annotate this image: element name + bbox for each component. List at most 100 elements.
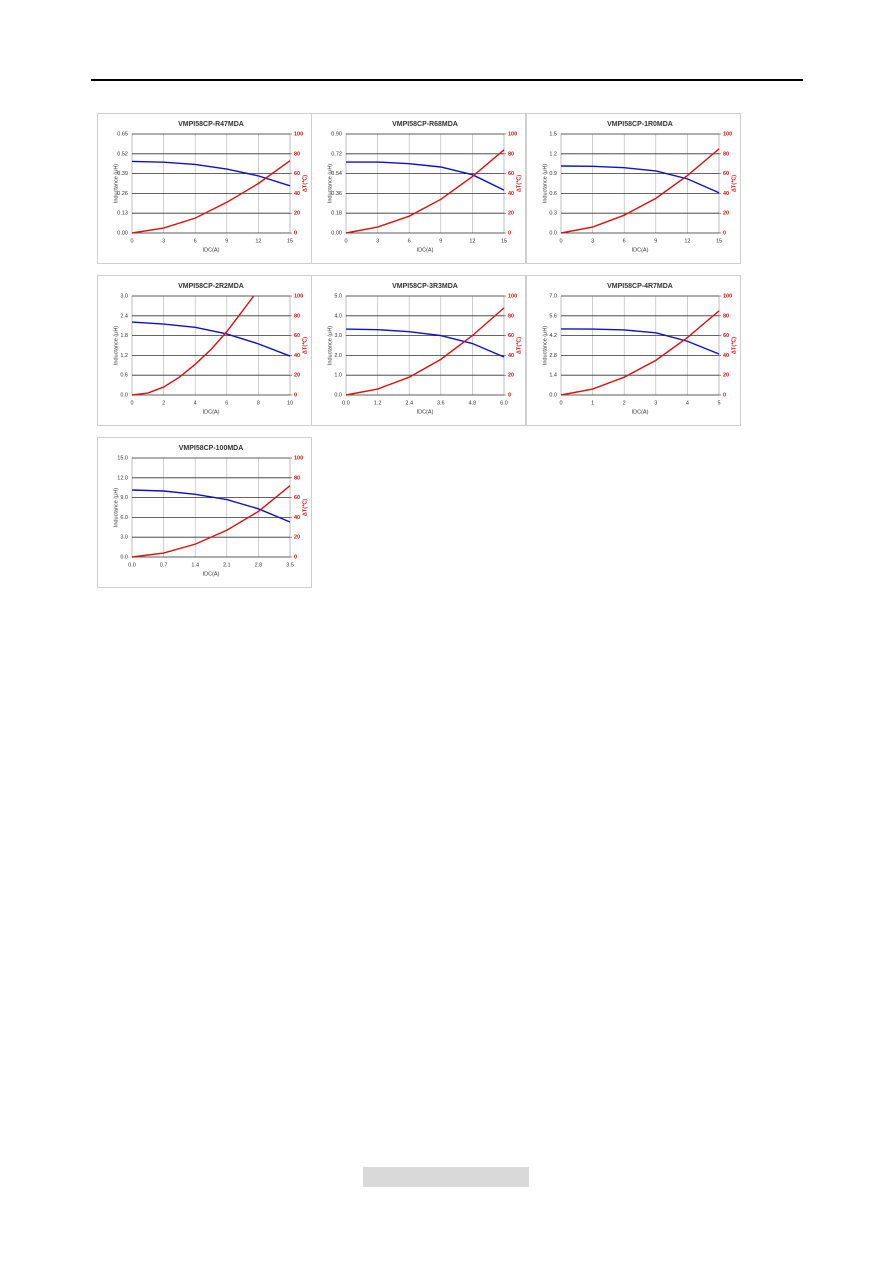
y2-axis-label: ΔT(℃) — [301, 337, 308, 354]
y2-tick-label: 80 — [294, 475, 300, 481]
y2-axis-label: ΔT(℃) — [515, 337, 522, 354]
x-tick-label: 6 — [225, 400, 228, 406]
y-tick-label: 15.0 — [117, 455, 128, 461]
x-tick-label: 8 — [257, 400, 260, 406]
y-tick-label: 2.4 — [120, 313, 128, 319]
y-tick-label: 0.0 — [120, 554, 128, 560]
plot-area — [131, 295, 291, 396]
x-tick-label: 3.6 — [437, 400, 445, 406]
y-tick-label: 3.0 — [120, 535, 128, 541]
footer-bar — [363, 1167, 529, 1187]
x-tick-label: 2.4 — [405, 400, 413, 406]
x-tick-label: 12 — [684, 238, 690, 244]
y-tick-label: 3.0 — [120, 293, 128, 299]
y2-tick-label: 20 — [723, 211, 729, 217]
y2-tick-label: 100 — [294, 293, 303, 299]
chart-title: VMPI58CP-R47MDA — [178, 121, 244, 128]
data-line — [131, 160, 291, 234]
chart-title: VMPI58CP-4R7MDA — [607, 283, 673, 290]
y2-tick-label: 0 — [508, 230, 511, 236]
x-tick-label: 0.0 — [128, 562, 136, 568]
x-tick-label: 6 — [623, 238, 626, 244]
y-tick-label: 0.13 — [117, 211, 128, 217]
header-rule — [91, 79, 803, 81]
y2-tick-label: 60 — [508, 333, 514, 339]
y2-tick-label: 40 — [508, 191, 514, 197]
y-tick-label: 0.6 — [120, 373, 128, 379]
y-tick-label: 1.0 — [334, 373, 342, 379]
plot-area — [345, 133, 505, 234]
x-tick-label: 15 — [716, 238, 722, 244]
data-line — [345, 149, 505, 234]
y-tick-label: 0.0 — [549, 392, 557, 398]
y-axis-label: Inductance (μH) — [113, 488, 119, 527]
plot-area — [131, 457, 291, 558]
y2-tick-label: 80 — [723, 151, 729, 157]
y-axis-label: Inductance (μH) — [542, 326, 548, 365]
x-tick-label: 9 — [439, 238, 442, 244]
y2-tick-label: 80 — [294, 151, 300, 157]
y-tick-label: 0.26 — [117, 191, 128, 197]
y-tick-label: 1.4 — [549, 373, 557, 379]
y-tick-label: 3.0 — [334, 333, 342, 339]
y2-tick-label: 60 — [723, 171, 729, 177]
data-line — [560, 310, 720, 396]
y-tick-label: 2.0 — [334, 353, 342, 359]
y2-tick-label: 60 — [294, 495, 300, 501]
data-line — [131, 489, 291, 523]
x-tick-label: 3 — [162, 238, 165, 244]
x-tick-label: 3 — [591, 238, 594, 244]
y-tick-label: 0.52 — [117, 151, 128, 157]
y2-tick-label: 40 — [723, 191, 729, 197]
x-tick-label: 1 — [591, 400, 594, 406]
plot-area — [560, 295, 720, 396]
chart: 0 3 6 9 12 15 0.00 0.18 0.36 0.54 0.72 0.90 0 20 40 60 8… — [311, 113, 526, 264]
y-tick-label: 0.72 — [331, 151, 342, 157]
x-tick-label: 4 — [686, 400, 689, 406]
y-tick-label: 1.2 — [549, 151, 557, 157]
y2-tick-label: 60 — [294, 171, 300, 177]
data-line — [131, 485, 291, 558]
y-axis-label: Inductance (μH) — [327, 326, 333, 365]
y2-tick-label: 0 — [508, 392, 511, 398]
y-tick-label: 0.18 — [331, 211, 342, 217]
y2-tick-label: 20 — [294, 373, 300, 379]
data-line — [560, 148, 720, 234]
y2-tick-label: 20 — [294, 535, 300, 541]
x-tick-label: 0.0 — [342, 400, 350, 406]
y2-tick-label: 0 — [723, 392, 726, 398]
y-tick-label: 5.0 — [334, 293, 342, 299]
y2-tick-label: 20 — [508, 373, 514, 379]
x-tick-label: 15 — [501, 238, 507, 244]
y-tick-label: 0.6 — [549, 191, 557, 197]
x-tick-label: 12 — [469, 238, 475, 244]
y2-axis-label: ΔT(℃) — [730, 337, 737, 354]
x-tick-label: 0 — [559, 238, 562, 244]
x-tick-label: 9 — [225, 238, 228, 244]
y2-tick-label: 80 — [723, 313, 729, 319]
y2-tick-label: 100 — [508, 131, 517, 137]
x-axis-label: IDC(A) — [203, 571, 220, 577]
y-tick-label: 0.0 — [120, 392, 128, 398]
y-tick-label: 1.5 — [549, 131, 557, 137]
x-tick-label: 0.7 — [160, 562, 168, 568]
plot-area — [345, 295, 505, 396]
y2-tick-label: 100 — [294, 455, 303, 461]
x-tick-label: 6.0 — [500, 400, 508, 406]
data-line — [560, 328, 720, 355]
y-tick-label: 4.0 — [334, 313, 342, 319]
y2-tick-label: 80 — [508, 151, 514, 157]
y-tick-label: 12.0 — [117, 475, 128, 481]
y2-tick-label: 80 — [508, 313, 514, 319]
chart: 0 1 2 3 4 5 0.0 1.4 2.8 4.2 5.6 7.0 0 20 40 60 80 100 VMPI… — [526, 275, 741, 426]
y-axis-label: Inductance (μH) — [542, 164, 548, 203]
x-tick-label: 3 — [654, 400, 657, 406]
y-tick-label: 0.90 — [331, 131, 342, 137]
y2-tick-label: 80 — [294, 313, 300, 319]
chart: 0.0 1.2 2.4 3.6 4.8 6.0 0.0 1.0 2.0 3.0 4.0 5.0 0 20 4… — [311, 275, 526, 426]
y2-tick-label: 40 — [294, 353, 300, 359]
y-tick-label: 0.3 — [549, 211, 557, 217]
y-tick-label: 1.2 — [120, 353, 128, 359]
x-tick-label: 4 — [194, 400, 197, 406]
x-axis-label: IDC(A) — [203, 247, 220, 253]
